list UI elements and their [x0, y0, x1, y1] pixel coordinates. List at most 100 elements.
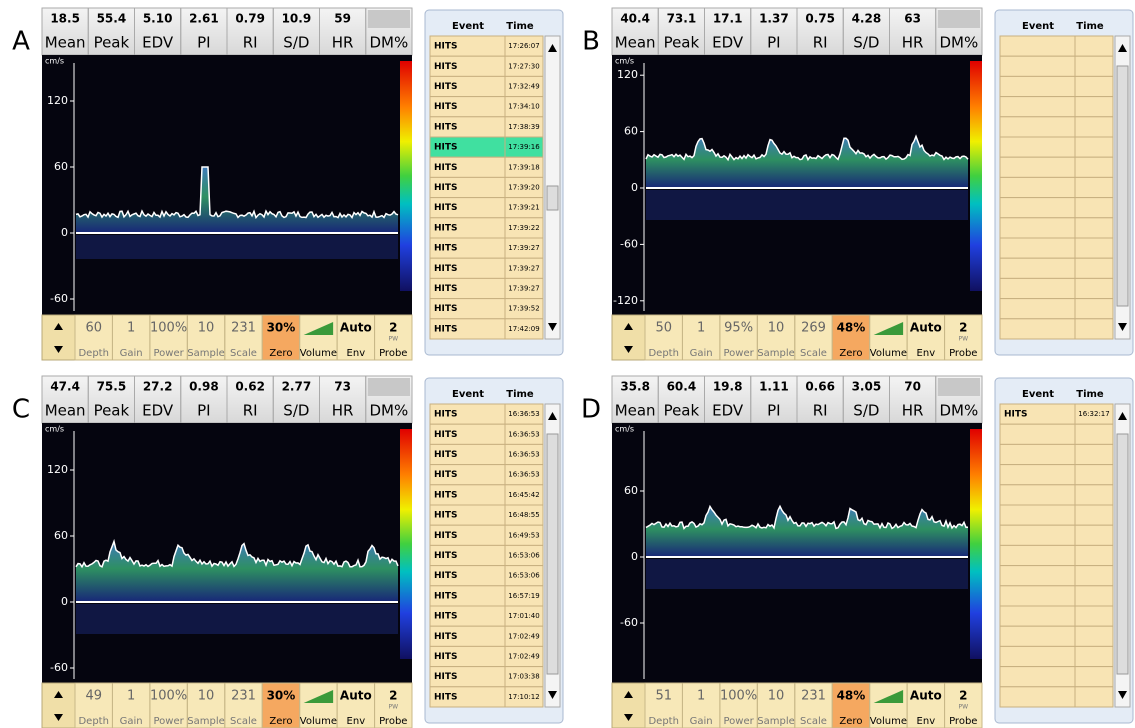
event-row — [999, 686, 1076, 708]
metric-value: 55.4 — [97, 12, 127, 26]
metric-value: 19.8 — [713, 380, 743, 394]
metric-name: Peak — [94, 402, 130, 420]
event-row — [999, 645, 1076, 668]
control-label: Volume — [870, 716, 907, 727]
scroll-thumb — [546, 433, 559, 675]
event-time-cell — [1074, 298, 1114, 320]
arrow-up — [624, 691, 633, 698]
control-label: Power — [723, 716, 754, 727]
control-label: Zero — [839, 348, 862, 359]
event-time: 17:27:30 — [508, 62, 539, 70]
scroll-up — [548, 412, 557, 420]
event-row — [999, 484, 1076, 506]
event-row — [999, 565, 1076, 587]
scroll-down — [1118, 323, 1127, 331]
metric-name: EDV — [712, 34, 744, 52]
event-time-cell — [1074, 565, 1114, 587]
envelope — [75, 538, 399, 569]
event-row — [999, 443, 1076, 466]
event-row — [999, 318, 1076, 340]
event-time-cell — [1074, 237, 1114, 259]
axis-tick-label: -60 — [50, 292, 68, 305]
metric-value: 27.2 — [143, 380, 173, 394]
event-name: HITS — [434, 183, 458, 193]
event-time: 16:36:53 — [508, 471, 539, 479]
control-label: Scale — [800, 716, 827, 727]
control-label: Probe — [949, 716, 977, 727]
scroll-down — [548, 691, 557, 699]
control-value: 1 — [127, 321, 135, 336]
spectrogram — [42, 55, 412, 315]
event-header: Time — [1076, 389, 1104, 400]
event-time-cell — [1074, 257, 1114, 279]
control-value: Auto — [910, 321, 942, 335]
axis-tick-label: -60 — [50, 661, 68, 674]
event-time: 16:36:53 — [508, 451, 539, 459]
event-time: 16:57:19 — [508, 592, 539, 600]
event-time-cell — [1074, 96, 1114, 118]
control-value: 100% — [720, 689, 757, 704]
metric-name: Mean — [45, 34, 86, 52]
volume-icon — [303, 690, 334, 703]
volume-icon — [303, 322, 334, 335]
event-row — [999, 237, 1076, 259]
control-cell — [831, 682, 871, 728]
metric-name: RI — [243, 34, 258, 52]
control-label: Volume — [300, 716, 337, 727]
color-bar — [970, 429, 982, 659]
event-name: HITS — [434, 244, 458, 254]
control-cell — [944, 314, 983, 361]
color-bar — [970, 61, 982, 291]
event-name: HITS — [434, 264, 458, 274]
control-label: Volume — [300, 348, 337, 359]
control-cell — [261, 682, 301, 728]
metric-value: 73 — [334, 380, 351, 394]
metric-name: S/D — [853, 34, 879, 52]
event-name: HITS — [1004, 410, 1028, 420]
flow-area — [76, 167, 398, 233]
control-label: Depth — [648, 716, 678, 727]
metric-value: 0.75 — [805, 12, 835, 26]
event-time: 16:48:55 — [508, 511, 539, 519]
event-row — [999, 257, 1076, 279]
metric-value: 75.5 — [97, 380, 127, 394]
metric-value: 2.61 — [189, 12, 219, 26]
control-label: Power — [153, 348, 184, 359]
volume-icon — [873, 322, 904, 335]
axis-tick-label: 120 — [617, 68, 638, 81]
metric-name: RI — [243, 402, 258, 420]
event-row — [999, 96, 1076, 118]
event-row — [999, 504, 1076, 526]
event-name: HITS — [434, 203, 458, 213]
control-value: 60 — [85, 321, 102, 336]
event-time-cell — [1074, 423, 1114, 445]
event-name: HITS — [434, 652, 458, 662]
event-name: HITS — [434, 284, 458, 294]
event-name: HITS — [434, 571, 458, 581]
control-label: Gain — [690, 348, 713, 359]
event-time: 16:49:53 — [508, 531, 539, 539]
axis-tick-label: 0 — [61, 226, 68, 239]
scroll-up — [1118, 44, 1127, 52]
control-label: Scale — [230, 716, 257, 727]
control-value: 10 — [768, 321, 785, 336]
event-name: HITS — [434, 511, 458, 521]
event-header: Event — [1022, 389, 1054, 400]
event-row — [999, 423, 1076, 445]
axis-tick-label: 0 — [631, 550, 638, 563]
arrow-down — [54, 346, 63, 353]
metric-value: 2.77 — [282, 380, 312, 394]
control-value: Auto — [910, 689, 942, 703]
control-cell — [944, 682, 983, 728]
event-time-cell — [1074, 666, 1114, 688]
control-value: 231 — [231, 689, 256, 704]
metric-value: 73.1 — [667, 12, 697, 26]
event-time: 17:39:22 — [508, 224, 539, 232]
metric-empty — [937, 378, 980, 396]
control-label: Depth — [78, 348, 108, 359]
metric-name: HR — [332, 34, 354, 52]
metric-value: 1.37 — [759, 12, 789, 26]
event-name: HITS — [434, 42, 458, 52]
control-label: Probe — [379, 348, 407, 359]
control-label: Gain — [120, 348, 143, 359]
